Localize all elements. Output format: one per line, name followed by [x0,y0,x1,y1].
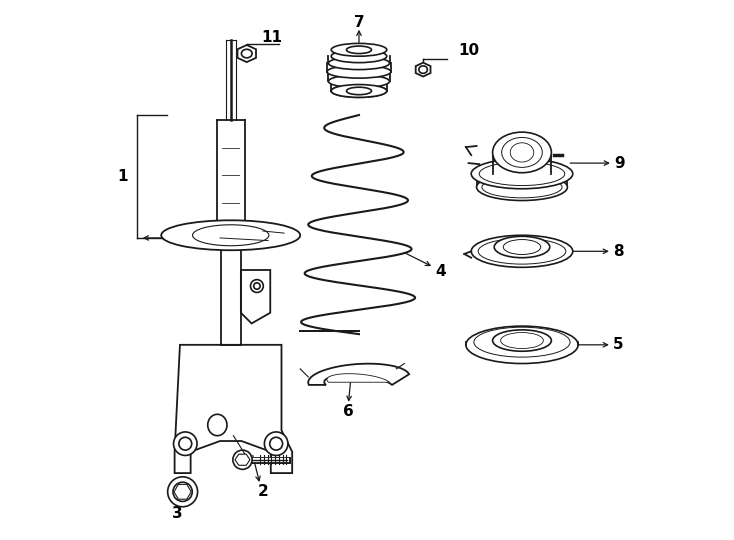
Ellipse shape [238,455,247,464]
Ellipse shape [331,50,387,63]
Ellipse shape [471,235,573,267]
Text: 6: 6 [343,404,354,419]
Polygon shape [308,363,409,385]
Ellipse shape [233,450,252,469]
Ellipse shape [173,432,197,455]
Ellipse shape [241,49,252,58]
Text: 2: 2 [258,484,268,500]
Polygon shape [211,230,250,244]
Ellipse shape [493,330,551,351]
Ellipse shape [474,327,570,357]
Ellipse shape [346,87,371,94]
Ellipse shape [173,482,192,502]
Text: 5: 5 [613,338,623,352]
Ellipse shape [331,43,387,56]
Ellipse shape [192,225,269,246]
Ellipse shape [478,239,566,264]
Polygon shape [327,374,390,382]
Text: 11: 11 [261,30,283,45]
Ellipse shape [471,159,573,189]
Ellipse shape [510,143,534,162]
Ellipse shape [346,46,371,53]
Text: 8: 8 [613,244,623,259]
Text: 3: 3 [172,505,183,521]
Ellipse shape [167,477,197,507]
Text: 7: 7 [354,15,364,30]
Ellipse shape [493,132,551,173]
Ellipse shape [269,437,283,450]
Ellipse shape [419,66,427,73]
Polygon shape [175,345,292,473]
Polygon shape [415,63,431,77]
Ellipse shape [331,85,387,97]
Ellipse shape [482,177,562,198]
Polygon shape [241,270,270,323]
Ellipse shape [328,75,390,88]
Ellipse shape [479,162,564,186]
Ellipse shape [331,85,387,97]
Ellipse shape [250,280,264,293]
Ellipse shape [328,57,390,70]
Ellipse shape [494,237,550,258]
Ellipse shape [264,432,288,455]
Polygon shape [174,484,191,499]
Ellipse shape [161,220,300,250]
Ellipse shape [501,333,543,348]
Ellipse shape [208,414,227,436]
Ellipse shape [179,437,192,450]
Text: 4: 4 [435,264,446,279]
Ellipse shape [476,174,567,200]
Text: 1: 1 [117,169,128,184]
Text: 10: 10 [458,43,479,58]
Polygon shape [238,45,256,62]
Ellipse shape [504,240,541,254]
Text: 9: 9 [614,156,625,171]
Polygon shape [235,454,250,465]
Ellipse shape [178,488,187,496]
Ellipse shape [254,283,260,289]
Ellipse shape [466,326,578,363]
Ellipse shape [327,65,391,78]
Ellipse shape [501,138,542,167]
